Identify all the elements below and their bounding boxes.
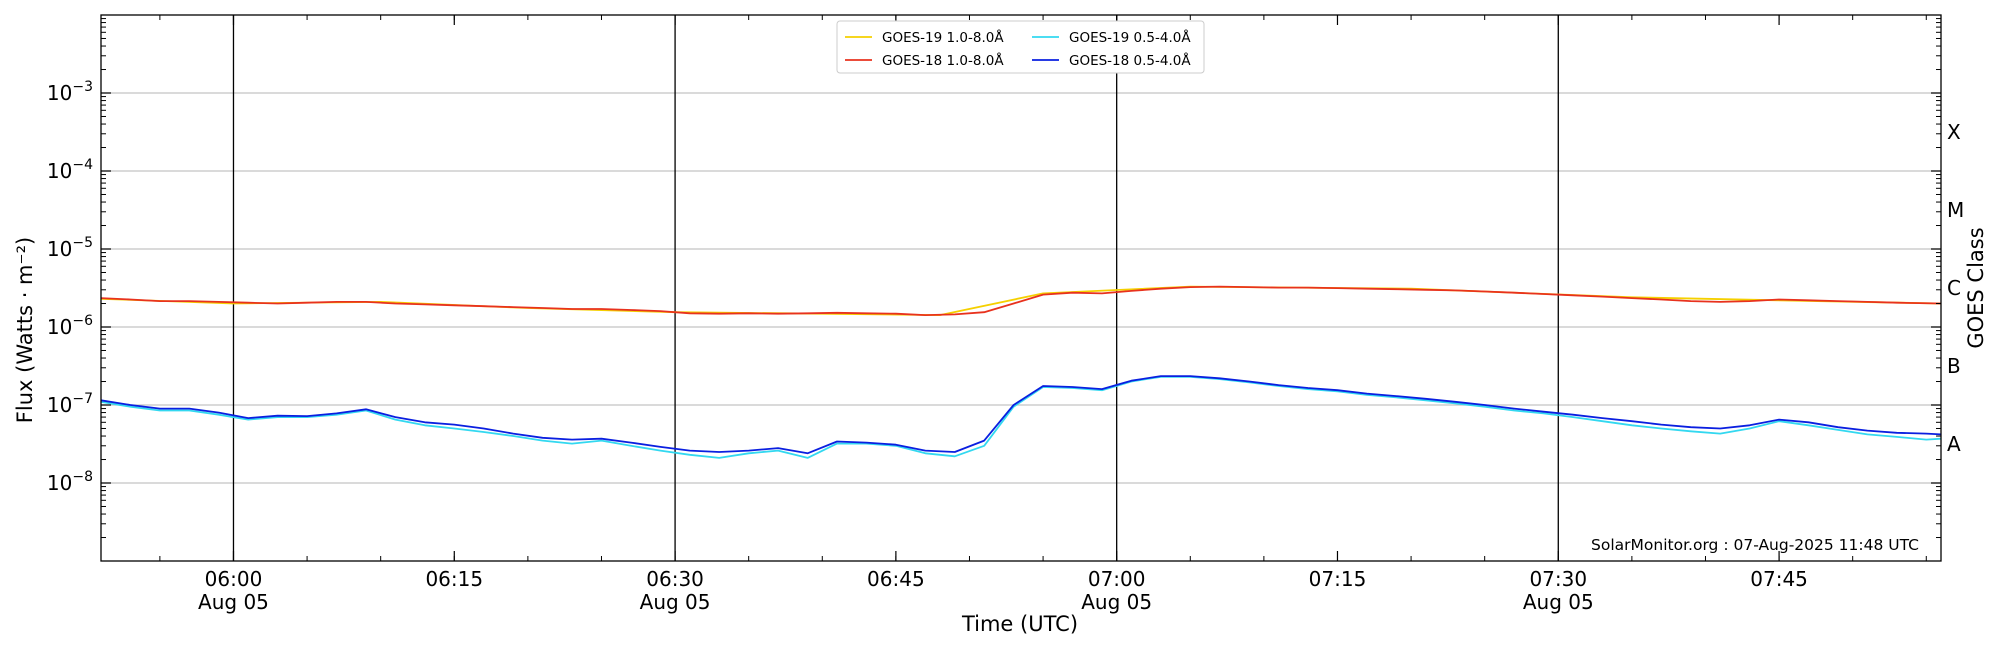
y-tick-label: 10−6 — [47, 313, 93, 339]
goes-class-label: B — [1947, 354, 1961, 378]
x-tick-label: 06:30 — [646, 567, 704, 591]
x-tick-label: 07:30 — [1529, 567, 1587, 591]
goes-class-label: C — [1947, 276, 1961, 300]
y-tick-label: 10−3 — [47, 79, 93, 105]
y-axis-title: Flux (Watts · m⁻²) — [13, 237, 37, 423]
x-tick-date-label: Aug 05 — [198, 590, 269, 614]
series-line — [100, 375, 1942, 455]
legend: GOES-19 1.0-8.0Å GOES-18 1.0-8.0Å GOES-19 … — [836, 20, 1205, 74]
x-tick-label: 06:45 — [867, 567, 925, 591]
goes-class-label: M — [1947, 198, 1964, 222]
plot-frame — [100, 14, 1942, 562]
legend-label: GOES-19 0.5-4.0Å — [1069, 29, 1191, 46]
series-line — [100, 375, 1942, 459]
x-tick-label: 07:15 — [1309, 567, 1367, 591]
y-tick-label: 10−8 — [47, 469, 93, 495]
legend-label: GOES-19 1.0-8.0Å — [882, 29, 1004, 46]
goes-class-label: X — [1947, 120, 1961, 144]
series-line — [100, 285, 1942, 316]
x-tick-date-label: Aug 05 — [1523, 590, 1594, 614]
credit-text: SolarMonitor.org : 07-Aug-2025 11:48 UTC — [1591, 536, 1919, 554]
x-axis-title: Time (UTC) — [961, 612, 1078, 636]
time-marker-lines — [232, 15, 1559, 561]
legend-label: GOES-18 0.5-4.0Å — [1069, 52, 1191, 69]
legend-label: GOES-18 1.0-8.0Å — [882, 52, 1004, 69]
x-tick-label: 06:00 — [205, 567, 263, 591]
x-tick-label: 07:00 — [1088, 567, 1146, 591]
x-tick-date-label: Aug 05 — [640, 590, 711, 614]
grid-lines — [101, 92, 1941, 484]
goes-class-axis-title: GOES Class — [1964, 227, 1988, 348]
x-tick-label: 07:45 — [1750, 567, 1808, 591]
x-tick-label: 06:15 — [425, 567, 483, 591]
y-tick-label: 10−5 — [47, 235, 93, 261]
x-tick-date-label: Aug 05 — [1081, 590, 1152, 614]
goes-class-label: A — [1947, 432, 1961, 456]
series-lines — [100, 285, 1942, 459]
y-tick-label: 10−4 — [47, 157, 93, 183]
legend-box — [836, 20, 1205, 74]
y-tick-label: 10−7 — [47, 391, 93, 417]
